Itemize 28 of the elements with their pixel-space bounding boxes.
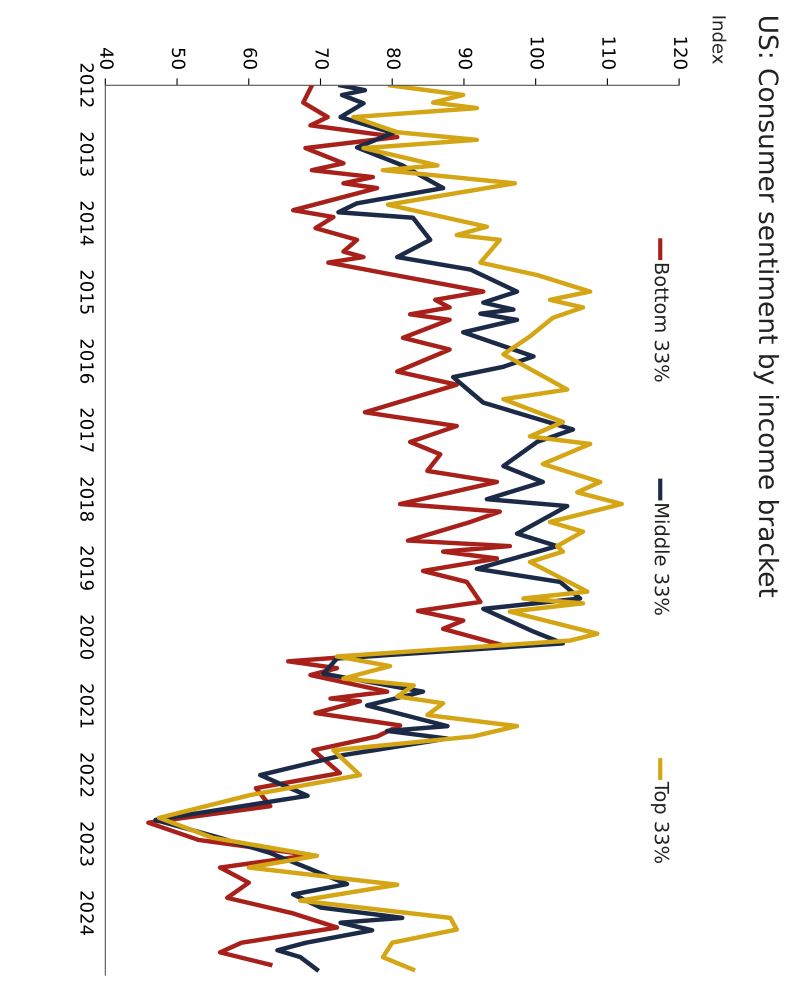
y-tick-label: 2020 <box>80 615 94 659</box>
y-tick-label: 2015 <box>80 270 94 314</box>
x-tick-label: 100 <box>530 38 544 69</box>
y-tick-label: 2021 <box>80 684 94 728</box>
y-tick-label: 2024 <box>80 891 94 935</box>
line-series <box>146 85 512 967</box>
y-tick-label: 2012 <box>80 64 94 107</box>
legend-label: Middle 33% <box>654 504 670 615</box>
y-tick-label: 2018 <box>80 478 94 521</box>
y-tick-label: 2016 <box>80 340 94 384</box>
x-tick-label: 110 <box>602 38 616 69</box>
x-tick-label: 60 <box>244 48 258 69</box>
y-tick-label: 2017 <box>80 408 94 452</box>
y-tick-label: 2023 <box>80 822 94 866</box>
text: US: Consumer sentiment by income bracket <box>754 17 780 598</box>
x-tick-label: 70 <box>315 48 329 69</box>
x-tick-label: 80 <box>386 48 401 69</box>
y-tick-label: 2013 <box>80 132 94 176</box>
x-tick-label: 40 <box>100 48 114 69</box>
text: Index <box>712 16 726 64</box>
x-tick-label: 120 <box>674 38 688 69</box>
y-tick-label: 2019 <box>80 546 94 590</box>
y-tick-label: 2014 <box>80 202 94 246</box>
y-tick-label: 2022 <box>80 753 94 796</box>
x-tick-label: 50 <box>172 48 186 69</box>
legend-label: Top 33% <box>650 782 670 863</box>
legend-label: Bottom 33% <box>654 264 670 382</box>
x-tick-label: 90 <box>458 48 472 69</box>
